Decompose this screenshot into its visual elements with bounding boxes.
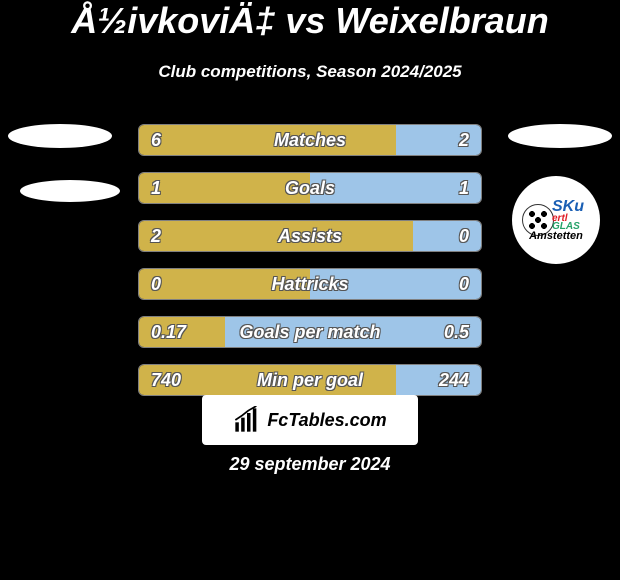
bar-left-segment [139,317,225,347]
page-title: Å½ivkoviÄ‡ vs Weixelbraun [0,0,620,42]
bar-row: Assists20 [138,220,482,252]
bar-right-segment [310,269,481,299]
bar-right-segment [396,365,482,395]
bar-left-segment [139,269,310,299]
chart-icon [233,406,261,434]
bar-row: Min per goal740244 [138,364,482,396]
comparison-bars: Matches62 Goals11 Assists20 Hattricks00 Goal… [138,124,482,412]
player-left-placeholder-1 [8,124,112,148]
bar-left-segment [139,173,310,203]
footer-brand-text: FcTables.com [267,410,386,431]
club-badge: SKu ertl GLAS Amstetten [512,176,600,264]
player-right-placeholder-1 [508,124,612,148]
badge-town: Amstetten [512,230,600,242]
comparison-card: Å½ivkoviÄ‡ vs Weixelbraun Club competiti… [0,0,620,580]
date-text: 29 september 2024 [0,454,620,475]
footer-logo: FcTables.com [233,406,386,434]
bar-row: Matches62 [138,124,482,156]
player-left-placeholder-2 [20,180,120,202]
footer-brand-box: FcTables.com [202,395,418,445]
bar-row: Hattricks00 [138,268,482,300]
club-badge-text: SKu ertl GLAS [552,198,584,231]
bar-right-segment [225,317,482,347]
bar-right-segment [396,125,482,155]
bar-left-segment [139,125,396,155]
bar-row: Goals per match0.170.5 [138,316,482,348]
bar-left-segment [139,221,413,251]
bar-right-segment [413,221,481,251]
bar-left-segment [139,365,396,395]
bar-row: Goals11 [138,172,482,204]
bar-right-segment [310,173,481,203]
page-subtitle: Club competitions, Season 2024/2025 [0,62,620,82]
